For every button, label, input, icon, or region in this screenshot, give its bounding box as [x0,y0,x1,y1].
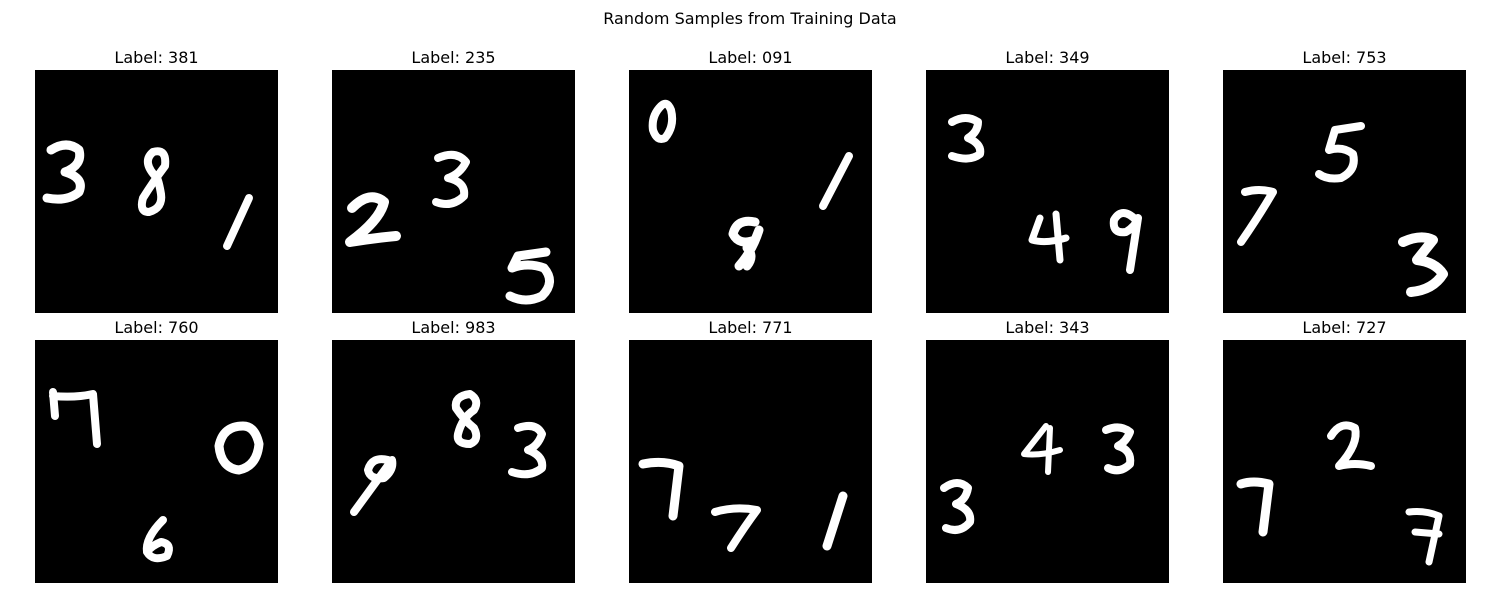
sample-label: Label: 091 [708,48,793,67]
sample-panel: Label: 727 [1223,318,1466,583]
sample-panel: Label: 235 [332,48,575,313]
digit-sample-image [35,70,278,313]
digit-sample-image [332,340,575,583]
sample-panel: Label: 753 [1223,48,1466,313]
digit-sample-image [1223,70,1466,313]
sample-panel: Label: 771 [629,318,872,583]
sample-panel: Label: 760 [35,318,278,583]
sample-panel: Label: 381 [35,48,278,313]
sample-panel: Label: 343 [926,318,1169,583]
sample-panel: Label: 349 [926,48,1169,313]
figure-title: Random Samples from Training Data [603,9,897,28]
sample-panel: Label: 983 [332,318,575,583]
sample-label: Label: 349 [1005,48,1090,67]
sample-label: Label: 760 [114,318,199,337]
digit-sample-image [629,70,872,313]
digit-sample-image [332,70,575,313]
sample-label: Label: 727 [1302,318,1387,337]
digit-sample-image [926,340,1169,583]
sample-label: Label: 753 [1302,48,1387,67]
digit-sample-image [35,340,278,583]
sample-label: Label: 235 [411,48,496,67]
digit-sample-image [629,340,872,583]
digit-sample-image [926,70,1169,313]
sample-panel: Label: 091 [629,48,872,313]
sample-label: Label: 381 [114,48,199,67]
sample-label: Label: 343 [1005,318,1090,337]
sample-label: Label: 983 [411,318,496,337]
sample-label: Label: 771 [708,318,793,337]
digit-sample-image [1223,340,1466,583]
